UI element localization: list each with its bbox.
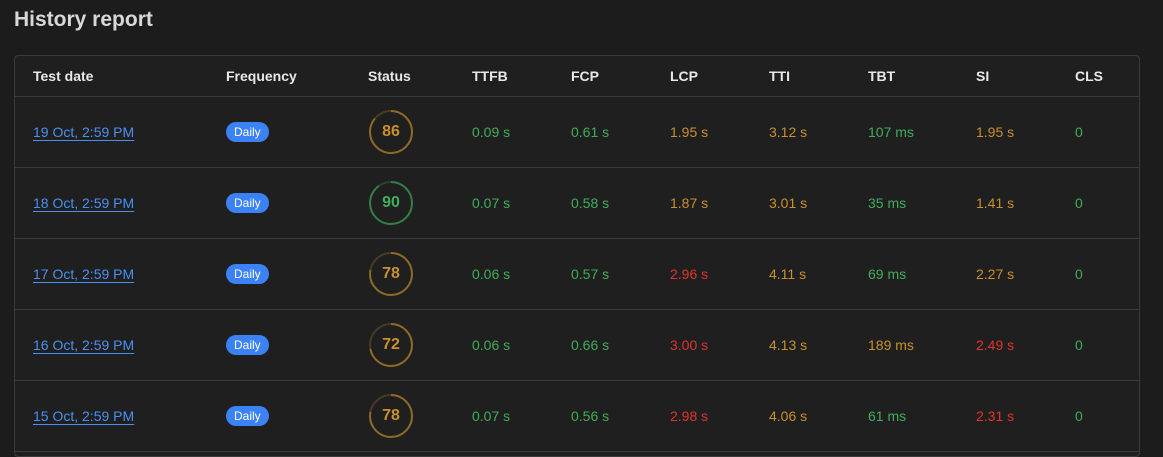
metric-fcp: 0.58 s <box>553 167 652 239</box>
score-gauge: 72 <box>368 322 414 368</box>
table-body: 19 Oct, 2:59 PM Daily 86 0.09 s 0.61 s 1.95 s… <box>15 96 1139 452</box>
cell-test-date: 18 Oct, 2:59 PM <box>15 167 208 239</box>
frequency-badge: Daily <box>226 335 269 355</box>
metric-si: 2.27 s <box>958 238 1057 310</box>
metric-ttfb: 0.09 s <box>454 96 553 168</box>
test-date-link[interactable]: 18 Oct, 2:59 PM <box>33 195 135 211</box>
metric-fcp: 0.57 s <box>553 238 652 310</box>
cell-frequency: Daily <box>208 238 350 310</box>
metric-tbt: 35 ms <box>850 167 958 239</box>
table-header-row: Test date Frequency Status TTFB FCP LCP TTI TBT… <box>15 56 1139 97</box>
cell-test-date: 15 Oct, 2:59 PM <box>15 380 208 452</box>
metric-ttfb: 0.07 s <box>454 167 553 239</box>
metric-lcp: 2.96 s <box>652 238 751 310</box>
metric-ttfb: 0.06 s <box>454 309 553 381</box>
column-header-fcp[interactable]: FCP <box>553 56 652 97</box>
cell-test-date: 17 Oct, 2:59 PM <box>15 238 208 310</box>
metric-si: 1.41 s <box>958 167 1057 239</box>
metric-tti: 3.12 s <box>751 96 850 168</box>
metric-ttfb: 0.07 s <box>454 380 553 452</box>
cell-frequency: Daily <box>208 309 350 381</box>
cell-status: 90 <box>350 167 454 239</box>
test-date-link[interactable]: 16 Oct, 2:59 PM <box>33 337 135 353</box>
table-row: 18 Oct, 2:59 PM Daily 90 0.07 s 0.58 s 1.87 s… <box>15 167 1139 239</box>
metric-cls: 0 <box>1057 96 1139 168</box>
cell-test-date: 19 Oct, 2:59 PM <box>15 96 208 168</box>
table-row: 17 Oct, 2:59 PM Daily 78 0.06 s 0.57 s 2.96 s… <box>15 238 1139 310</box>
column-header-si[interactable]: SI <box>958 56 1057 97</box>
cell-status: 72 <box>350 309 454 381</box>
metric-si: 2.49 s <box>958 309 1057 381</box>
metric-lcp: 2.98 s <box>652 380 751 452</box>
metric-fcp: 0.66 s <box>553 309 652 381</box>
score-ring <box>369 323 413 367</box>
cell-status: 86 <box>350 96 454 168</box>
frequency-badge: Daily <box>226 264 269 284</box>
metric-tbt: 189 ms <box>850 309 958 381</box>
column-header-lcp[interactable]: LCP <box>652 56 751 97</box>
column-header-tbt[interactable]: TBT <box>850 56 958 97</box>
test-date-link[interactable]: 15 Oct, 2:59 PM <box>33 408 135 424</box>
metric-ttfb: 0.06 s <box>454 238 553 310</box>
score-value: 86 <box>382 123 400 140</box>
cell-frequency: Daily <box>208 380 350 452</box>
score-value: 78 <box>382 265 400 282</box>
table-row: 15 Oct, 2:59 PM Daily 78 0.07 s 0.56 s 2.98 s… <box>15 380 1139 452</box>
cell-frequency: Daily <box>208 167 350 239</box>
column-header-test-date[interactable]: Test date <box>15 56 208 97</box>
page-title: History report <box>14 8 153 31</box>
column-header-status[interactable]: Status <box>350 56 454 97</box>
metric-tbt: 69 ms <box>850 238 958 310</box>
test-date-link[interactable]: 19 Oct, 2:59 PM <box>33 124 135 140</box>
score-gauge: 86 <box>368 109 414 155</box>
score-value: 72 <box>382 336 400 353</box>
frequency-badge: Daily <box>226 193 269 213</box>
cell-frequency: Daily <box>208 96 350 168</box>
metric-tti: 4.11 s <box>751 238 850 310</box>
table-row: 16 Oct, 2:59 PM Daily 72 0.06 s 0.66 s 3.00 s… <box>15 309 1139 381</box>
score-value: 90 <box>382 194 400 211</box>
score-gauge: 90 <box>368 180 414 226</box>
metric-cls: 0 <box>1057 238 1139 310</box>
score-value: 78 <box>382 407 400 424</box>
score-gauge: 78 <box>368 393 414 439</box>
metric-si: 2.31 s <box>958 380 1057 452</box>
metric-lcp: 1.87 s <box>652 167 751 239</box>
frequency-badge: Daily <box>226 122 269 142</box>
score-ring <box>369 110 413 154</box>
test-date-link[interactable]: 17 Oct, 2:59 PM <box>33 266 135 282</box>
history-table: Test date Frequency Status TTFB FCP LCP TTI TBT… <box>15 56 1139 452</box>
metric-cls: 0 <box>1057 309 1139 381</box>
metric-tbt: 107 ms <box>850 96 958 168</box>
table-row: 19 Oct, 2:59 PM Daily 86 0.09 s 0.61 s 1.95 s… <box>15 96 1139 168</box>
column-header-tti[interactable]: TTI <box>751 56 850 97</box>
metric-lcp: 3.00 s <box>652 309 751 381</box>
score-gauge: 78 <box>368 251 414 297</box>
metric-fcp: 0.56 s <box>553 380 652 452</box>
metric-tti: 4.13 s <box>751 309 850 381</box>
metric-tti: 3.01 s <box>751 167 850 239</box>
cell-status: 78 <box>350 380 454 452</box>
column-header-cls[interactable]: CLS <box>1057 56 1139 97</box>
history-table-container: Test date Frequency Status TTFB FCP LCP TTI TBT… <box>14 55 1140 457</box>
metric-lcp: 1.95 s <box>652 96 751 168</box>
cell-status: 78 <box>350 238 454 310</box>
metric-tbt: 61 ms <box>850 380 958 452</box>
score-ring <box>369 252 413 296</box>
metric-si: 1.95 s <box>958 96 1057 168</box>
column-header-ttfb[interactable]: TTFB <box>454 56 553 97</box>
metric-cls: 0 <box>1057 380 1139 452</box>
score-ring <box>369 181 413 225</box>
column-header-frequency[interactable]: Frequency <box>208 56 350 97</box>
frequency-badge: Daily <box>226 406 269 426</box>
metric-fcp: 0.61 s <box>553 96 652 168</box>
metric-cls: 0 <box>1057 167 1139 239</box>
metric-tti: 4.06 s <box>751 380 850 452</box>
cell-test-date: 16 Oct, 2:59 PM <box>15 309 208 381</box>
